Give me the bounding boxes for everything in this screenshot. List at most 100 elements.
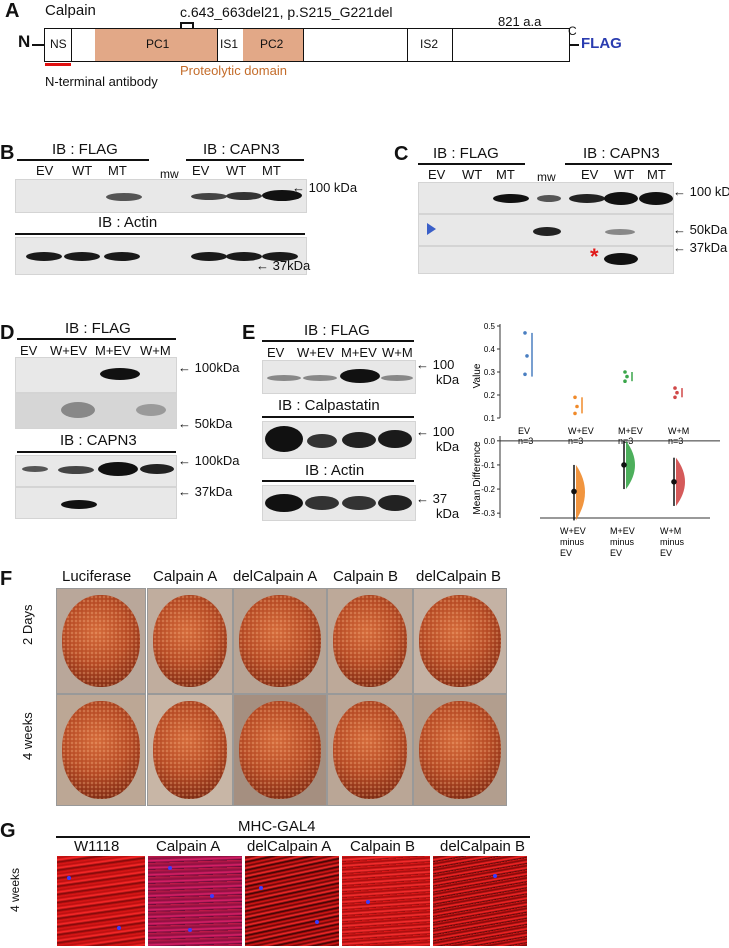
top-tick-label: 0.5 bbox=[484, 322, 496, 331]
d-marker-37: ← 37kDa bbox=[178, 484, 233, 499]
domain-pc2-label: PC2 bbox=[260, 37, 284, 51]
bottom-y-label: Mean Difference bbox=[472, 441, 483, 515]
bottom-tick-label: -0.1 bbox=[481, 461, 495, 470]
data-point bbox=[623, 379, 627, 383]
group-label: W+EV bbox=[568, 426, 594, 436]
g-col-calpain-b: Calpain B bbox=[350, 838, 416, 855]
f-col-calpain-a: Calpain A bbox=[153, 568, 218, 585]
c-lane-wt2: WT bbox=[614, 167, 635, 182]
antibody-label: N-terminal antibody bbox=[45, 74, 158, 89]
mutation-bracket bbox=[180, 22, 194, 32]
data-point bbox=[523, 372, 527, 377]
mean-difference-point bbox=[571, 488, 577, 495]
eye-calpain-a-2days bbox=[147, 588, 233, 694]
b-flag-line bbox=[17, 159, 149, 161]
c-terminus: C bbox=[568, 24, 577, 38]
c-linker bbox=[569, 44, 579, 46]
length-label: 821 a.a bbox=[498, 14, 542, 29]
d-flag-line bbox=[17, 338, 176, 340]
e-marker-100a-unit: kDa bbox=[436, 372, 460, 387]
c-marker-100-label: 100 kDa bbox=[689, 184, 729, 199]
data-point bbox=[523, 331, 527, 335]
comparison-label: minus bbox=[610, 537, 635, 547]
top-y-label: Value bbox=[472, 363, 483, 388]
d-marker-100b-label: 100kDa bbox=[194, 453, 240, 468]
c-blot-100 bbox=[418, 182, 674, 214]
e-marker-100b: ← 100 kDa bbox=[416, 424, 460, 454]
d-lane-wm: W+M bbox=[140, 343, 171, 358]
comparison-label: EV bbox=[610, 548, 622, 558]
band bbox=[265, 426, 303, 452]
band bbox=[265, 494, 303, 512]
d-blot-flag-100 bbox=[15, 357, 177, 393]
c-marker-100: ← 100 kDa bbox=[673, 184, 729, 199]
g-col-delcalpain-b: delCalpain B bbox=[440, 838, 526, 855]
eye-luciferase-4weeks bbox=[56, 694, 146, 806]
comparison-label: M+EV bbox=[610, 526, 635, 536]
panel-a-label: A bbox=[5, 0, 20, 22]
eye-calpain-b-4weeks bbox=[327, 694, 413, 806]
top-tick-label: 0.1 bbox=[484, 414, 496, 423]
b-marker-37: ← 37kDa bbox=[256, 258, 311, 273]
eye-luciferase-2days bbox=[56, 588, 146, 694]
estimation-plot: 0.50.40.30.20.1ValueEVn=3W+EVn=3M+EVn=3W… bbox=[472, 322, 720, 558]
g-header: MHC-GAL4 bbox=[238, 818, 316, 835]
triangle-marker bbox=[427, 223, 436, 235]
d-capn3-line bbox=[17, 451, 176, 453]
eye-delcalpain-b-4weeks bbox=[413, 694, 507, 806]
c-flag-line bbox=[418, 163, 525, 165]
band bbox=[226, 252, 262, 261]
c-lane-mw: mw bbox=[537, 170, 556, 184]
band bbox=[378, 430, 412, 448]
panel-e-label: E bbox=[242, 322, 256, 344]
data-point bbox=[573, 411, 577, 416]
g-header-line bbox=[56, 836, 530, 838]
muscle-delcalpain-b bbox=[433, 856, 527, 946]
c-marker-50-label: 50kDa bbox=[689, 222, 728, 237]
d-lane-ev: EV bbox=[20, 343, 38, 358]
eye-delcalpain-a-4weeks bbox=[233, 694, 327, 806]
domain-is2-label: IS2 bbox=[420, 37, 439, 51]
data-point bbox=[675, 390, 679, 395]
band bbox=[342, 432, 376, 448]
d-ib-capn3: IB : CAPN3 bbox=[60, 432, 137, 449]
domain-pc1-label: PC1 bbox=[146, 37, 170, 51]
band bbox=[381, 375, 413, 381]
e-marker-100a: ← 100 kDa bbox=[416, 357, 460, 387]
band bbox=[140, 464, 174, 474]
c-lane-wt: WT bbox=[462, 167, 483, 182]
band bbox=[262, 190, 302, 201]
domain-spacer bbox=[71, 29, 96, 61]
e-lane-ev: EV bbox=[267, 345, 285, 360]
c-blot-37 bbox=[418, 246, 674, 274]
bootstrap-distribution bbox=[576, 464, 585, 521]
bootstrap-distribution bbox=[676, 457, 685, 506]
band bbox=[493, 194, 529, 203]
flag-tag: FLAG bbox=[581, 35, 622, 52]
b-lane-wt: WT bbox=[72, 163, 93, 178]
e-calpastatin-line bbox=[262, 416, 414, 418]
calpain-protein-bar: NS PC1 IS1 PC2 IS2 bbox=[44, 28, 570, 62]
b-lane-ev2: EV bbox=[192, 163, 210, 178]
e-actin-line bbox=[262, 480, 414, 482]
b-ib-actin: IB : Actin bbox=[98, 214, 158, 231]
band bbox=[305, 496, 339, 510]
mean-difference-point bbox=[621, 462, 627, 468]
b-marker-100-label: 100 kDa bbox=[308, 180, 358, 195]
b-ib-flag: IB : FLAG bbox=[52, 141, 118, 158]
c-marker-37: ← 37kDa bbox=[673, 240, 728, 255]
band bbox=[191, 193, 227, 200]
panel-f-label: F bbox=[0, 568, 13, 590]
e-ib-calpastatin: IB : Calpastatin bbox=[278, 397, 380, 414]
data-point bbox=[673, 386, 677, 390]
band bbox=[61, 402, 95, 418]
panel-d-label: D bbox=[0, 322, 15, 344]
b-ib-capn3: IB : CAPN3 bbox=[203, 141, 280, 158]
bottom-tick-label: 0.0 bbox=[484, 437, 496, 446]
muscle-calpain-a bbox=[148, 856, 242, 946]
panel-c-label: C bbox=[394, 143, 409, 165]
comparison-label: minus bbox=[560, 537, 585, 547]
e-marker-37-unit: kDa bbox=[436, 506, 460, 521]
comparison-label: minus bbox=[660, 537, 685, 547]
band bbox=[226, 192, 262, 200]
